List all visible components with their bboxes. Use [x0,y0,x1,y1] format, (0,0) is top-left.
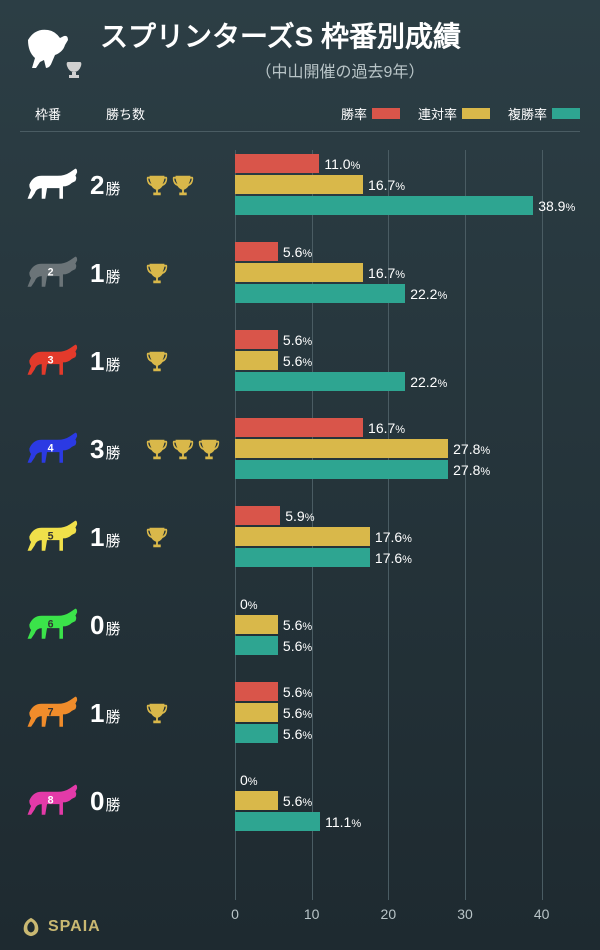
gate-row-5: 5 1勝 5.9% 17.6% 17.6% [20,494,580,582]
wins-count: 1勝 [90,258,145,289]
horse-icon: 4 [20,427,90,472]
bar-show: 5.6% [235,724,580,744]
bar-place: 27.8% [235,439,580,459]
svg-text:6: 6 [48,618,54,630]
bar-place: 5.6% [235,703,580,723]
legend-row: 枠番 勝ち数 勝率 連対率 複勝率 [0,92,600,131]
horse-icon: 3 [20,339,90,384]
title-block: スプリンターズS 枠番別成績 （中山開催の過去9年） [100,20,580,82]
bar-win: 5.9% [235,506,580,526]
wins-count: 1勝 [90,346,145,377]
rows-container: 2勝 11.0% 16.7% 38.9% 2 1勝 5.6% 16.7% [0,132,600,846]
tick-label: 10 [304,906,320,922]
trophies [145,525,235,551]
bar-win: 5.6% [235,330,580,350]
wins-count: 1勝 [90,522,145,553]
bar-place: 5.6% [235,791,580,811]
wins-count: 0勝 [90,786,145,817]
horse-icon [20,163,90,208]
footer-brand: SPAIA [48,918,101,936]
horse-icon: 2 [20,251,90,296]
bar-win: 5.6% [235,682,580,702]
bars: 0% 5.6% 5.6% [235,582,580,670]
gate-row-2: 2 1勝 5.6% 16.7% 22.2% [20,230,580,318]
bar-place: 5.6% [235,615,580,635]
swatch-win [372,108,400,119]
gate-row-8: 8 0勝 0% 5.6% 11.1% [20,758,580,846]
swatch-place [462,108,490,119]
svg-text:5: 5 [48,530,54,542]
trophies [145,701,235,727]
bars: 5.6% 5.6% 5.6% [235,670,580,758]
bars: 5.6% 16.7% 22.2% [235,230,580,318]
bar-place: 16.7% [235,263,580,283]
bars: 11.0% 16.7% 38.9% [235,142,580,230]
trophies [145,261,235,287]
bars: 5.9% 17.6% 17.6% [235,494,580,582]
bar-win: 0% [235,594,580,614]
bar-win: 5.6% [235,242,580,262]
bar-win: 11.0% [235,154,580,174]
gate-row-1: 2勝 11.0% 16.7% 38.9% [20,142,580,230]
svg-text:2: 2 [48,266,54,278]
header: スプリンターズS 枠番別成績 （中山開催の過去9年） [0,0,600,92]
legend-show: 複勝率 [508,104,580,123]
horse-icon: 6 [20,603,90,648]
bar-show: 27.8% [235,460,580,480]
tick-label: 40 [534,906,550,922]
horse-trophy-icon [20,20,90,80]
swatch-show [552,108,580,119]
legend-wins-label: 勝ち数 [106,104,145,123]
wins-count: 3勝 [90,434,145,465]
bar-show: 5.6% [235,636,580,656]
gate-row-3: 3 1勝 5.6% 5.6% 22.2% [20,318,580,406]
horse-icon: 8 [20,779,90,824]
wins-count: 0勝 [90,610,145,641]
horse-icon: 7 [20,691,90,736]
gate-row-6: 6 0勝 0% 5.6% 5.6% [20,582,580,670]
legend-gate-label: 枠番 [35,104,61,123]
trophies [145,173,235,199]
tick-label: 20 [381,906,397,922]
footer: SPAIA [20,916,101,938]
svg-text:3: 3 [48,354,54,366]
wins-count: 1勝 [90,698,145,729]
horse-icon: 5 [20,515,90,560]
bars: 0% 5.6% 11.1% [235,758,580,846]
bar-show: 38.9% [235,196,580,216]
bar-show: 22.2% [235,284,580,304]
svg-text:4: 4 [48,442,54,454]
bars: 5.6% 5.6% 22.2% [235,318,580,406]
tick-label: 0 [231,906,239,922]
trophies [145,437,235,463]
bar-show: 11.1% [235,812,580,832]
gate-row-7: 7 1勝 5.6% 5.6% 5.6% [20,670,580,758]
bar-show: 17.6% [235,548,580,568]
bar-place: 16.7% [235,175,580,195]
bar-win: 16.7% [235,418,580,438]
trophies [145,349,235,375]
brand-icon [20,916,42,938]
page-subtitle: （中山開催の過去9年） [100,58,580,82]
page-title: スプリンターズS 枠番別成績 [100,20,580,54]
svg-text:8: 8 [48,794,54,806]
bars: 16.7% 27.8% 27.8% [235,406,580,494]
bar-show: 22.2% [235,372,580,392]
bar-win: 0% [235,770,580,790]
legend-win: 勝率 [341,104,400,123]
gate-row-4: 4 3勝 16.7% 27.8% 27.8% [20,406,580,494]
wins-count: 2勝 [90,170,145,201]
tick-label: 30 [457,906,473,922]
bar-place: 5.6% [235,351,580,371]
svg-text:7: 7 [48,706,54,718]
legend-place: 連対率 [418,104,490,123]
bar-place: 17.6% [235,527,580,547]
